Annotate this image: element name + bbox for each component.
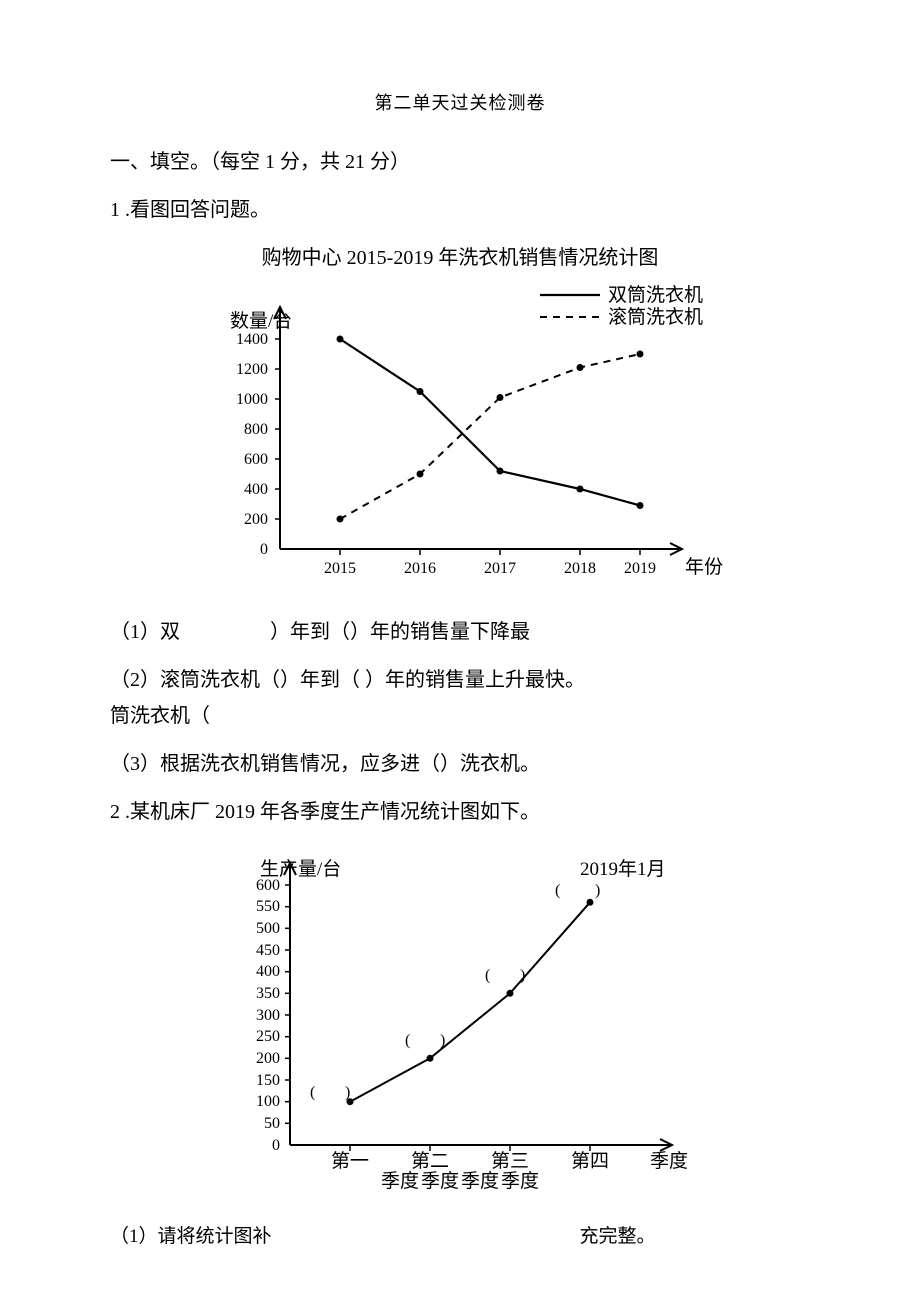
chart1-legend-solid: 双筒洗衣机 (608, 284, 703, 306)
q2-sub1-left: （1）请将统计图补 (110, 1223, 276, 1252)
chart2-wrap: 0 50 100 150 200 250 300 350 400 450 500… (110, 845, 810, 1205)
chart2-yticks: 0 50 100 150 200 250 300 350 400 450 500… (256, 877, 290, 1154)
svg-text:550: 550 (256, 898, 280, 915)
chart2-svg: 0 50 100 150 200 250 300 350 400 450 500… (200, 845, 720, 1205)
q1-sub2b: 筒洗衣机（ (110, 701, 810, 731)
svg-text:100: 100 (256, 1093, 280, 1110)
svg-text:季度: 季度 (501, 1170, 539, 1192)
chart2-blanks: ( ) ( ) ( ) ( ) (310, 882, 600, 1101)
svg-text:): ) (345, 1084, 350, 1101)
svg-text:2019: 2019 (624, 560, 656, 577)
svg-text:季度: 季度 (421, 1170, 459, 1192)
chart2-date: 2019年1月 (580, 858, 666, 880)
svg-text:1400: 1400 (236, 331, 268, 348)
svg-text:0: 0 (272, 1137, 280, 1154)
svg-text:600: 600 (244, 451, 268, 468)
chart2-line (350, 902, 590, 1101)
svg-text:200: 200 (256, 1050, 280, 1067)
svg-text:500: 500 (256, 920, 280, 937)
svg-text:第三: 第三 (491, 1150, 529, 1172)
svg-text:(: ( (555, 882, 560, 899)
chart1-ylabel: 数量/台 (230, 310, 292, 332)
svg-text:): ) (440, 1032, 445, 1049)
chart1-legend-dash: 滚筒洗衣机 (608, 306, 703, 328)
svg-text:(: ( (310, 1084, 315, 1101)
svg-text:第四: 第四 (571, 1150, 609, 1172)
q1-sub1-left: （1）双 (110, 617, 180, 647)
chart1-xticks: 2015 2016 2017 2018 2019 (324, 549, 656, 577)
svg-text:800: 800 (244, 421, 268, 438)
section-1-head: 一、填空。（每空 1 分，共 21 分） (110, 147, 810, 177)
svg-text:0: 0 (260, 541, 268, 558)
svg-text:2018: 2018 (564, 560, 596, 577)
svg-text:季度: 季度 (461, 1170, 499, 1192)
svg-text:(: ( (485, 967, 490, 984)
q1-sub1-right: ）年到（）年的销售量下降最 (270, 617, 530, 647)
q1-sub1: （1）双 ）年到（）年的销售量下降最 (110, 617, 810, 647)
q1-text: 1 .看图回答问题。 (110, 195, 810, 225)
q2-sub1: （1）请将统计图补 充完整。 (110, 1223, 810, 1252)
svg-text:250: 250 (256, 1028, 280, 1045)
svg-text:第一: 第一 (331, 1150, 369, 1172)
chart1-caption: 购物中心 2015-2019 年洗衣机销售情况统计图 (110, 243, 810, 273)
svg-text:2015: 2015 (324, 560, 356, 577)
svg-text:2016: 2016 (404, 560, 436, 577)
svg-text:200: 200 (244, 511, 268, 528)
q1-sub2a: （2）滚筒洗衣机（）年到（ ）年的销售量上升最快。 (110, 665, 810, 695)
doc-title: 第二单天过关检测卷 (110, 90, 810, 117)
svg-text:400: 400 (256, 963, 280, 980)
q2-text: 2 .某机床厂 2019 年各季度生产情况统计图如下。 (110, 797, 810, 827)
chart2-ylabel: 生产量/台 (260, 858, 341, 880)
chart1-yticks: 0 200 400 600 800 1000 1200 1400 (236, 331, 280, 558)
chart2-xlabel: 季度 (650, 1150, 688, 1172)
svg-text:): ) (520, 967, 525, 984)
svg-text:150: 150 (256, 1072, 280, 1089)
q2-sub1-right: 充完整。 (576, 1223, 656, 1252)
svg-text:450: 450 (256, 942, 280, 959)
svg-text:第二: 第二 (411, 1150, 449, 1172)
svg-text:季度: 季度 (381, 1170, 419, 1192)
svg-text:1200: 1200 (236, 361, 268, 378)
chart1-svg: 0 200 400 600 800 1000 1200 1400 2015 20… (180, 279, 740, 599)
svg-text:(: ( (405, 1032, 410, 1049)
svg-text:1000: 1000 (236, 391, 268, 408)
chart1-xlabel: 年份 (685, 556, 723, 578)
svg-text:350: 350 (256, 985, 280, 1002)
chart2-xticks: 第一 第二 第三 第四 季度 季度 季度 季度 (331, 1145, 609, 1192)
svg-text:50: 50 (264, 1115, 280, 1132)
svg-text:2017: 2017 (484, 560, 516, 577)
svg-text:400: 400 (244, 481, 268, 498)
svg-text:): ) (595, 882, 600, 899)
chart1-wrap: 0 200 400 600 800 1000 1200 1400 2015 20… (110, 279, 810, 599)
q1-sub3: （3）根据洗衣机销售情况，应多进（）洗衣机。 (110, 749, 810, 779)
svg-text:300: 300 (256, 1007, 280, 1024)
